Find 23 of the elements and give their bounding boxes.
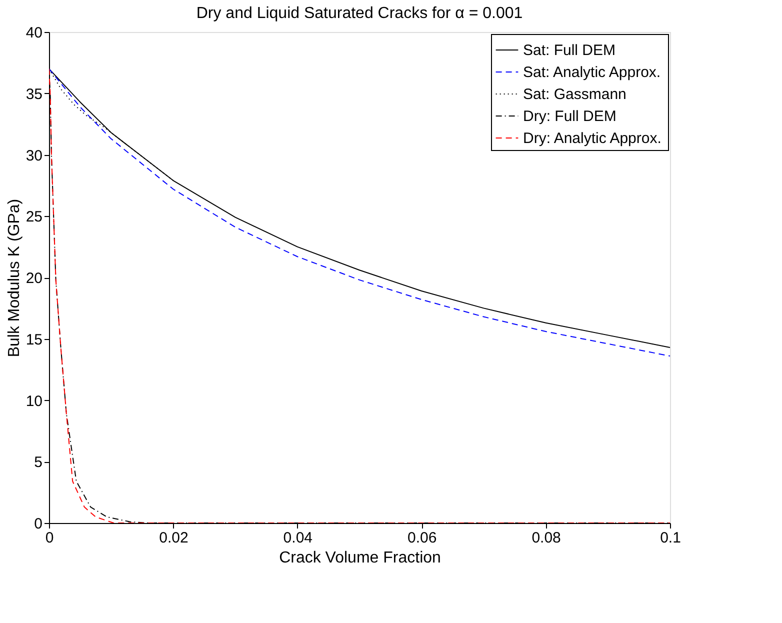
legend-label: Dry: Full DEM <box>523 108 616 125</box>
x-tick-label: 0.1 <box>660 530 681 546</box>
y-axis-title: Bulk Modulus K (GPa) <box>6 198 23 358</box>
x-tick-label: 0.04 <box>283 530 312 546</box>
x-axis-title: Crack Volume Fraction <box>279 550 441 566</box>
y-tick-label: 15 <box>26 331 42 348</box>
y-tick-label: 40 <box>26 24 42 42</box>
legend-label: Sat: Analytic Approx. <box>523 64 661 81</box>
x-tick-label: 0.08 <box>532 530 561 546</box>
legend-label: Sat: Full DEM <box>523 42 616 59</box>
y-tick-label: 5 <box>34 454 42 472</box>
x-tick-label: 0 <box>45 530 54 546</box>
y-tick-label: 30 <box>26 147 42 164</box>
legend-label: Dry: Analytic Approx. <box>523 130 662 147</box>
y-tick-label: 35 <box>26 86 42 103</box>
legend-label: Sat: Gassmann <box>523 86 626 103</box>
x-tick-label: 0.06 <box>408 530 437 546</box>
y-tick-label: 25 <box>26 208 42 226</box>
y-tick-label: 10 <box>26 392 42 410</box>
y-tick-label: 20 <box>26 270 42 287</box>
chart-title: Dry and Liquid Saturated Cracks for α = 0.001 <box>196 5 523 22</box>
y-tick-label: 0 <box>34 516 42 532</box>
x-tick-label: 0.02 <box>159 530 188 546</box>
